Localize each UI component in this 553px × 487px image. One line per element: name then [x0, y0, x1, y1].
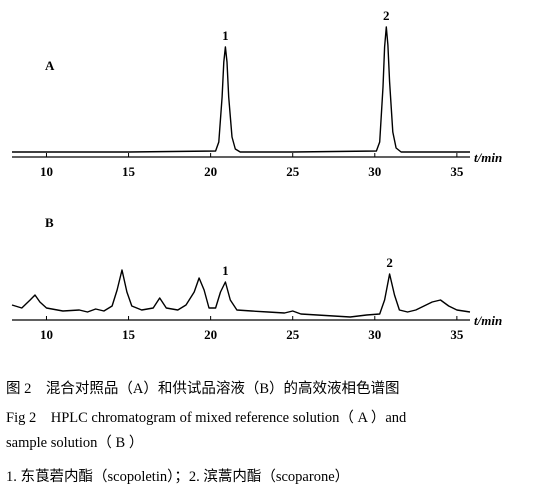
x-tick-label: 15: [122, 327, 136, 342]
x-tick-label: 20: [204, 164, 217, 179]
x-tick-label: 15: [122, 164, 136, 179]
chromatograms: At/min 10 15 20 25 30 35 1 2 Bt/min 10 15 20 25 30 35 1 2: [11, 8, 502, 342]
chromatogram-trace: [11, 269, 471, 318]
x-tick-label: 35: [450, 327, 464, 342]
x-tick-label: 25: [286, 327, 300, 342]
x-axis-label: t/min: [474, 150, 502, 165]
x-tick-label: 25: [286, 164, 300, 179]
x-tick-label: 20: [204, 327, 217, 342]
peak-label: 2: [383, 8, 390, 23]
chromatogram-trace: [12, 26, 470, 153]
x-tick-label: 30: [368, 327, 381, 342]
panel-label: B: [45, 215, 54, 230]
caption-legend: 1. 东莨菪内酯（scopoletin）；2. 滨蒿内酯（scoparone）: [6, 469, 350, 485]
panel-label: A: [45, 58, 55, 73]
x-tick-label: 10: [40, 327, 53, 342]
x-tick-label: 10: [40, 164, 53, 179]
caption-cn: 图 2 混合对照品（A）和供试品溶液（B）的高效液相色谱图: [6, 381, 400, 397]
peak-label: 2: [386, 255, 393, 270]
peak-label: 1: [222, 28, 229, 43]
x-axis-label: t/min: [474, 313, 502, 328]
caption-en: sample solution（ B ）: [6, 435, 144, 451]
x-tick-label: 35: [450, 164, 464, 179]
peak-label: 1: [222, 263, 229, 278]
caption-en: Fig 2 HPLC chromatogram of mixed referen…: [6, 410, 407, 426]
x-tick-label: 30: [368, 164, 381, 179]
